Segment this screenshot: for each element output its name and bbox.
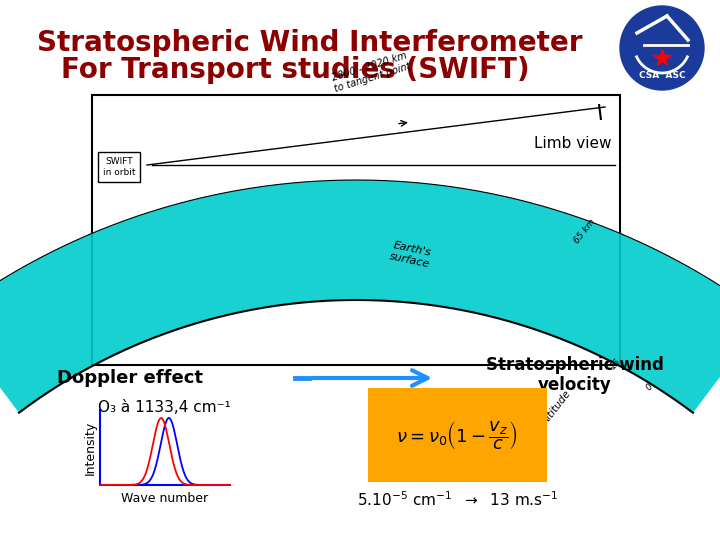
Text: 65 km: 65 km xyxy=(573,217,598,245)
Text: Stratospheric Wind Interferometer: Stratospheric Wind Interferometer xyxy=(37,29,582,57)
Text: Intensity: Intensity xyxy=(84,420,96,475)
Text: Earth's
surface: Earth's surface xyxy=(389,240,433,270)
Circle shape xyxy=(620,6,704,90)
FancyBboxPatch shape xyxy=(92,95,620,365)
Text: Altitude: Altitude xyxy=(540,389,573,427)
FancyBboxPatch shape xyxy=(98,152,140,182)
Text: Wave number: Wave number xyxy=(122,491,209,504)
Text: CSA  ASC: CSA ASC xyxy=(639,71,685,79)
Text: 15: 15 xyxy=(608,356,622,371)
Text: $\nu = \nu_0 \left(1 - \dfrac{v_z}{c}\right)$: $\nu = \nu_0 \left(1 - \dfrac{v_z}{c}\ri… xyxy=(397,418,518,451)
FancyBboxPatch shape xyxy=(368,388,547,482)
Text: 2800 - 2020 km
to tangent point: 2800 - 2020 km to tangent point xyxy=(330,50,412,94)
Text: O₃ à 1133,4 cm⁻¹: O₃ à 1133,4 cm⁻¹ xyxy=(98,400,230,415)
Text: Doppler effect: Doppler effect xyxy=(57,369,203,387)
Text: Limb view: Limb view xyxy=(534,136,612,151)
Text: For Transport studies (SWIFT): For Transport studies (SWIFT) xyxy=(60,56,529,84)
Polygon shape xyxy=(0,180,720,413)
Text: Stratospheric wind
velocity: Stratospheric wind velocity xyxy=(486,356,664,394)
Text: SWIFT
in orbit: SWIFT in orbit xyxy=(103,157,135,177)
Text: 0: 0 xyxy=(644,382,655,392)
Text: 5.10$^{-5}$ cm$^{-1}$  $\rightarrow$  13 m.s$^{-1}$: 5.10$^{-5}$ cm$^{-1}$ $\rightarrow$ 13 m… xyxy=(356,491,558,509)
FancyArrowPatch shape xyxy=(312,370,428,386)
